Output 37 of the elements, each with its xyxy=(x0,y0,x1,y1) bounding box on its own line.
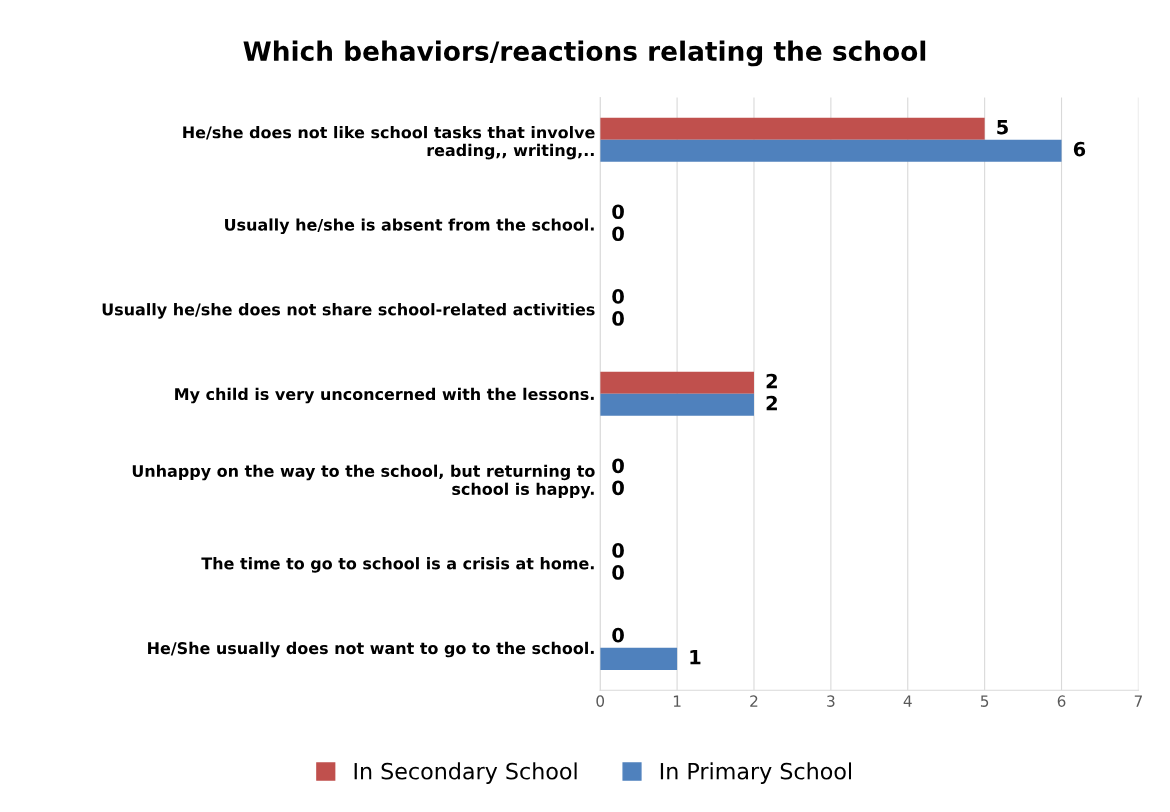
bar xyxy=(600,647,678,670)
data-label: 0 xyxy=(612,204,624,220)
x-tick-label: 3 xyxy=(827,695,835,707)
x-tick-label: 5 xyxy=(980,695,989,707)
x-tick-label: 7 xyxy=(1134,695,1142,707)
data-label: 2 xyxy=(766,373,777,389)
bar xyxy=(600,117,985,140)
bar xyxy=(600,393,754,416)
y-tick-label: Usually he/she does not share school-related activities xyxy=(102,303,595,319)
data-label: 5 xyxy=(997,119,1008,135)
bar xyxy=(600,371,754,394)
x-tick-label: 4 xyxy=(903,695,912,707)
y-tick-label: Usually he/she is absent from the school. xyxy=(225,218,594,234)
x-tick-label: 0 xyxy=(596,695,605,707)
data-label: 1 xyxy=(690,650,701,665)
data-label: 0 xyxy=(612,458,624,474)
legend-label: In Primary School xyxy=(660,762,852,784)
y-tick-label: My child is very unconcerned with the lessons. xyxy=(175,387,594,404)
data-label: 0 xyxy=(612,543,624,558)
data-label: 0 xyxy=(612,480,624,496)
legend-label: In Secondary School xyxy=(354,762,577,784)
data-label: 0 xyxy=(612,627,624,643)
data-label: 0 xyxy=(612,311,624,326)
y-tick-label: The time to go to school is a crisis at home. xyxy=(201,557,594,573)
x-tick-label: 2 xyxy=(750,695,758,707)
data-label: 6 xyxy=(1073,141,1086,157)
chart-title: Which behaviors/reactions relating the school xyxy=(243,40,926,67)
data-label: 0 xyxy=(612,226,624,242)
x-tick-label: 6 xyxy=(1057,695,1066,707)
data-label: 0 xyxy=(612,289,624,304)
bar xyxy=(600,139,1062,162)
y-tick-label: Unhappy on the way to the school, but returning to school is happy. xyxy=(132,464,595,499)
data-label: 0 xyxy=(612,565,624,580)
y-tick-label: He/She usually does not want to go to the school. xyxy=(148,641,594,658)
data-label: 2 xyxy=(766,395,777,411)
x-tick-label: 1 xyxy=(673,695,681,707)
y-tick-label: He/she does not like school tasks that involve reading,, writing,.. xyxy=(183,125,595,160)
